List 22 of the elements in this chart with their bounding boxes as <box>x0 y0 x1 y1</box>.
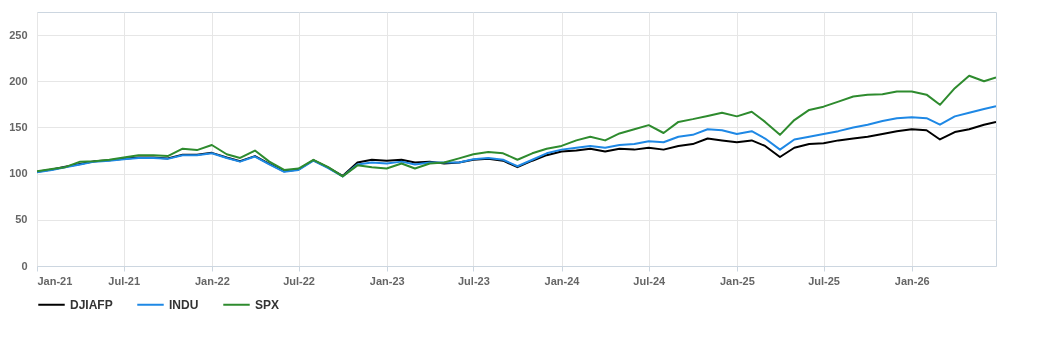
y-tick-label: 200 <box>9 74 28 87</box>
legend-label: DJIAFP <box>70 297 113 312</box>
x-tick-label: Jul-25 <box>808 274 840 287</box>
line-series <box>37 74 996 178</box>
y-tick-label: 50 <box>15 213 28 226</box>
x-tick-label: Jan-23 <box>369 274 405 287</box>
x-tick-label: Jan-26 <box>894 274 930 287</box>
y-tick-label: 0 <box>21 259 28 272</box>
x-tick-label: Jul-24 <box>633 274 666 287</box>
x-tick-label: Jan-24 <box>544 274 581 287</box>
legend-label: INDU <box>169 297 199 312</box>
x-tick-label: Jan-21 <box>37 274 73 287</box>
x-tick-label: Jan-25 <box>719 274 755 287</box>
x-tick-label: Jul-22 <box>283 274 315 287</box>
y-tick-label: 250 <box>9 28 28 41</box>
x-tick-label: Jan-22 <box>194 274 230 287</box>
x-tick-label: Jul-23 <box>457 274 490 287</box>
y-tick-label: 150 <box>9 120 28 133</box>
legend-label: SPX <box>255 297 280 312</box>
y-tick-label: 100 <box>9 167 28 180</box>
x-tick-label: Jul-21 <box>108 274 141 287</box>
line-series <box>37 105 996 178</box>
